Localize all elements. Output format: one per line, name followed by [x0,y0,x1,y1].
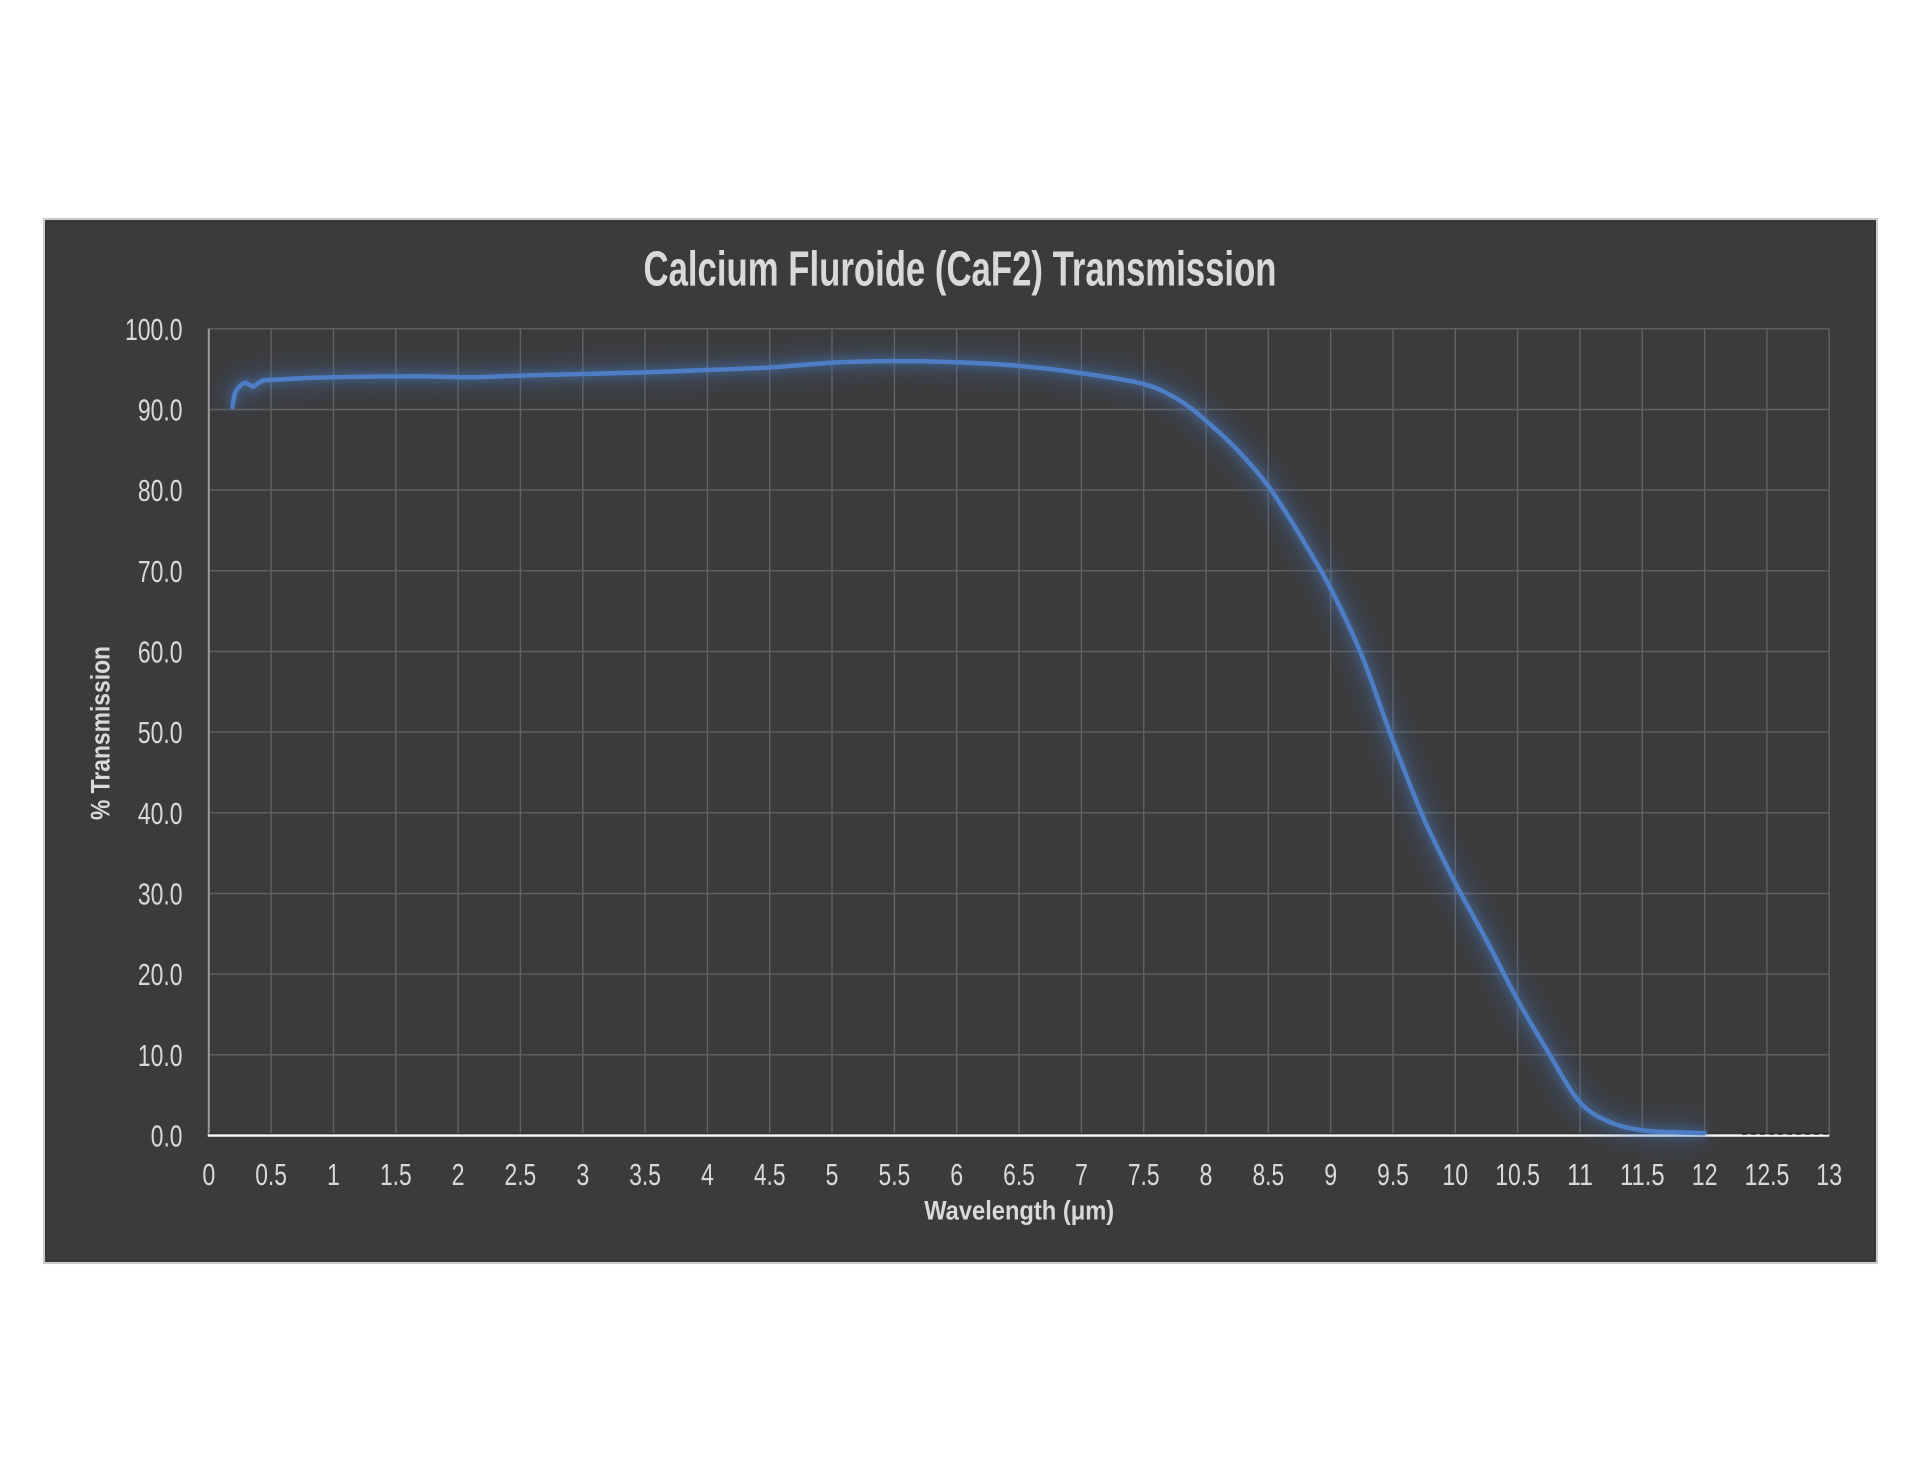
svg-text:4.5: 4.5 [754,1157,786,1192]
svg-text:5: 5 [826,1157,839,1192]
svg-text:% Transmission: % Transmission [86,646,116,820]
svg-text:13: 13 [1816,1157,1842,1192]
svg-text:6: 6 [950,1157,963,1192]
svg-text:1: 1 [327,1157,340,1192]
svg-text:1.5: 1.5 [380,1157,412,1192]
svg-text:8.5: 8.5 [1252,1157,1284,1192]
svg-text:70.0: 70.0 [138,554,183,589]
svg-text:10.5: 10.5 [1495,1157,1540,1192]
svg-text:5.5: 5.5 [879,1157,911,1192]
svg-text:12: 12 [1692,1157,1718,1192]
svg-text:30.0: 30.0 [138,877,183,912]
svg-text:0: 0 [202,1157,215,1192]
svg-text:12.5: 12.5 [1745,1157,1790,1192]
svg-text:11: 11 [1567,1157,1593,1192]
svg-text:Calcium Fluroide (CaF2) Transm: Calcium Fluroide (CaF2) Transmission [644,242,1277,297]
svg-text:40.0: 40.0 [138,796,183,831]
svg-text:7.5: 7.5 [1128,1157,1160,1192]
svg-text:10: 10 [1442,1157,1468,1192]
svg-text:80.0: 80.0 [138,473,183,508]
svg-text:2: 2 [452,1157,465,1192]
svg-text:20.0: 20.0 [138,957,183,992]
svg-text:90.0: 90.0 [138,393,183,428]
svg-text:9.5: 9.5 [1377,1157,1409,1192]
svg-text:50.0: 50.0 [138,715,183,750]
svg-text:Wavelength (μm): Wavelength (μm) [924,1195,1114,1225]
svg-text:3: 3 [576,1157,589,1192]
svg-text:0.0: 0.0 [151,1119,183,1154]
svg-text:11.5: 11.5 [1620,1157,1665,1192]
svg-text:8: 8 [1200,1157,1213,1192]
svg-text:0.5: 0.5 [255,1157,287,1192]
svg-text:3.5: 3.5 [629,1157,661,1192]
svg-text:2.5: 2.5 [505,1157,537,1192]
svg-text:100.0: 100.0 [125,312,183,347]
svg-text:6.5: 6.5 [1003,1157,1035,1192]
svg-text:7: 7 [1075,1157,1088,1192]
svg-text:4: 4 [701,1157,714,1192]
svg-text:9: 9 [1324,1157,1337,1192]
svg-text:60.0: 60.0 [138,635,183,670]
svg-text:10.0: 10.0 [138,1038,183,1073]
